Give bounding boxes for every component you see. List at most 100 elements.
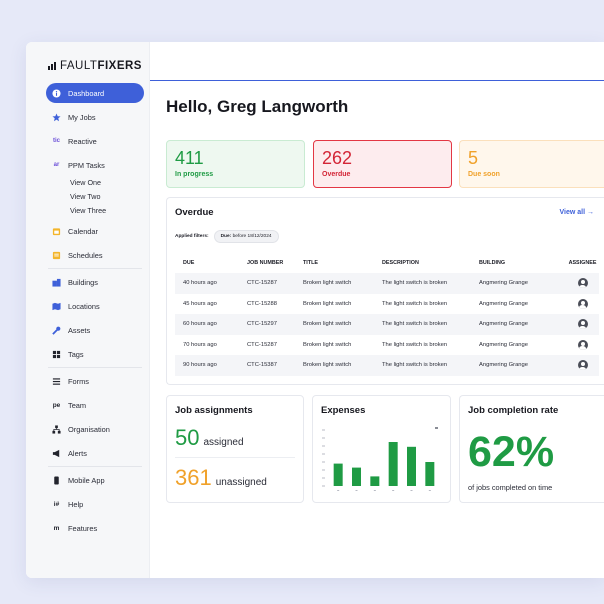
job-completion-card[interactable]: Job completion rate 62% of jobs complete… (459, 395, 604, 503)
sidebar-item-alerts[interactable]: Alerts (46, 443, 144, 463)
logo-text-fixers: FIXERS (97, 60, 142, 72)
sidebar-item-dashboard[interactable]: Dashboard (46, 83, 144, 103)
column-header-description[interactable]: DESCRIPTION (382, 260, 419, 266)
cell-building: Angmering Grange (471, 334, 566, 355)
column-header-assignee[interactable]: ASSIGNEE (568, 260, 597, 266)
sidebar-sub-item-view-one[interactable]: View One (70, 177, 102, 187)
sidebar-item-label: Forms (68, 376, 89, 386)
sidebar-item-schedules[interactable]: Schedules (46, 245, 144, 265)
y-tick-mark (322, 477, 325, 479)
sidebar-item-buildings[interactable]: Buildings (46, 272, 144, 292)
cell-assignee (566, 314, 599, 335)
expense-bar[interactable] (407, 446, 416, 486)
sidebar-divider (48, 268, 142, 269)
column-header-title[interactable]: TITLE (303, 260, 318, 266)
sidebar-item-label: Alerts (68, 448, 87, 458)
avatar-icon[interactable] (577, 339, 588, 350)
sidebar-item-label: Locations (68, 301, 100, 311)
logo-bars-icon (48, 62, 56, 70)
features-icon: m (53, 524, 60, 532)
view-all-link[interactable]: View all → (559, 209, 595, 216)
sidebar-item-label: Help (68, 499, 84, 509)
expenses-card[interactable]: Expenses (312, 395, 451, 503)
y-tick-mark (322, 469, 325, 471)
filter-key: Due: (220, 234, 232, 239)
schedules-icon (52, 251, 61, 260)
cell-assignee (566, 355, 599, 376)
sidebar-item-mobile-app[interactable]: Mobile App (46, 470, 144, 490)
column-header-building[interactable]: BUILDING (479, 260, 506, 266)
expense-bar[interactable] (352, 467, 361, 486)
filter-value: before 18/12/2024 (232, 234, 272, 239)
cell-assignee (566, 293, 599, 314)
y-tick-mark (322, 429, 325, 431)
sidebar-item-my-jobs[interactable]: My Jobs (46, 107, 144, 127)
overdue-card: Overdue View all → Applied filters: Due:… (166, 197, 604, 385)
sidebar-nav: Dashboard My Jobs tic Reactive ar PPM Ta… (46, 83, 144, 538)
tags-icon (52, 350, 61, 359)
avatar-icon[interactable] (577, 319, 588, 330)
sidebar-item-label: Tags (68, 349, 84, 359)
avatar-icon[interactable] (577, 278, 588, 289)
job-assignments-card[interactable]: Job assignments 50 assigned 361 unassigned (166, 395, 304, 503)
stat-card-overdue[interactable]: 262 Overdue (313, 140, 452, 188)
card-title: Expenses (321, 405, 366, 416)
sidebar-item-calendar[interactable]: Calendar (46, 221, 144, 241)
sidebar-item-locations[interactable]: Locations (46, 296, 144, 316)
avatar-icon[interactable] (577, 298, 588, 309)
cell-due: 90 hours ago (175, 355, 239, 376)
sidebar-item-features[interactable]: m Features (46, 518, 144, 538)
cell-description: The light switch is broken (374, 273, 471, 294)
expense-bar[interactable] (388, 442, 398, 486)
table-row[interactable]: 90 hours ago CTC-15387 Broken light swit… (175, 355, 599, 376)
expense-bar[interactable] (370, 476, 380, 486)
cell-job-number: CTC-15288 (239, 293, 295, 314)
cell-title: Broken light switch (295, 273, 374, 294)
table-row[interactable]: 60 hours ago CTC-15297 Broken light swit… (175, 314, 599, 335)
column-header-job-number[interactable]: JOB NUMBER (247, 260, 284, 266)
expense-bar[interactable] (425, 462, 435, 486)
sidebar-sub-item-view-two[interactable]: View Two (70, 191, 101, 201)
cell-due: 40 hours ago (175, 273, 239, 294)
x-tick-mark (410, 490, 413, 491)
completion-rate-value: 62% (468, 428, 555, 476)
stat-card-in-progress[interactable]: 411 In progress (166, 140, 305, 188)
table-row[interactable]: 40 hours ago CTC-15287 Broken light swit… (175, 273, 599, 294)
assigned-label: assigned (203, 437, 244, 448)
sidebar-sub-item-view-three[interactable]: View Three (70, 205, 107, 215)
applied-filters: Applied filters: Due: before 18/12/2024 (175, 230, 279, 243)
sidebar-item-ppm-tasks[interactable]: ar PPM Tasks (46, 155, 144, 175)
sidebar-item-tags[interactable]: Tags (46, 344, 144, 364)
x-tick-mark (373, 490, 376, 491)
card-title: Job completion rate (468, 405, 559, 416)
sidebar-item-label: Calendar (68, 226, 98, 236)
cell-assignee (566, 334, 599, 355)
faultfixers-logo[interactable]: FAULT FIXERS (48, 60, 142, 72)
y-tick-mark (322, 445, 325, 447)
filters-label: Applied filters: (175, 234, 209, 239)
expense-bar[interactable] (333, 463, 343, 486)
sidebar-item-label: Dashboard (68, 88, 105, 98)
sidebar-item-reactive[interactable]: tic Reactive (46, 131, 144, 151)
table-row[interactable]: 70 hours ago CTC-15287 Broken light swit… (175, 334, 599, 355)
sidebar-item-label: Team (68, 400, 87, 410)
sidebar-item-team[interactable]: pe Team (46, 395, 144, 415)
avatar-icon[interactable] (577, 360, 588, 371)
cell-due: 70 hours ago (175, 334, 239, 355)
page-title: Hello, Greg Langworth (166, 97, 349, 116)
column-header-due[interactable]: DUE (183, 260, 195, 266)
sidebar-item-organisation[interactable]: Organisation (46, 419, 144, 439)
sidebar-item-help[interactable]: i# Help (46, 494, 144, 514)
x-tick-mark (337, 490, 340, 491)
sidebar-item-forms[interactable]: Forms (46, 371, 144, 391)
cell-title: Broken light switch (295, 334, 374, 355)
sidebar-item-assets[interactable]: Assets (46, 320, 144, 340)
cell-title: Broken light switch (295, 314, 374, 335)
cell-title: Broken light switch (295, 355, 374, 376)
star-icon (52, 113, 61, 122)
filter-chip[interactable]: Due: before 18/12/2024 (213, 230, 279, 243)
stat-card-due-soon[interactable]: 5 Due soon (459, 140, 604, 188)
cell-assignee (566, 273, 599, 294)
table-row[interactable]: 45 hours ago CTC-15288 Broken light swit… (175, 293, 599, 314)
assigned-stat: 50 assigned (175, 426, 244, 455)
